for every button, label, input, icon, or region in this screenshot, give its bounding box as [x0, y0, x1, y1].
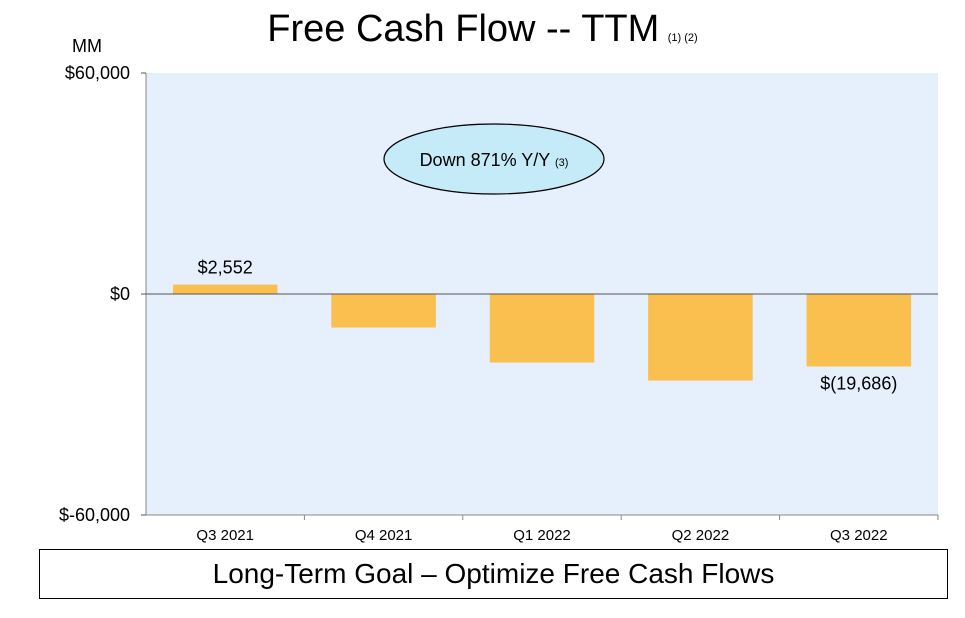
y-axis-unit-label: MM [72, 36, 102, 56]
data-label: $(19,686) [820, 374, 897, 394]
data-label: $2,552 [198, 258, 253, 278]
y-tick-label: $60,000 [65, 63, 130, 83]
bar [648, 294, 753, 381]
long-term-goal-box: Long-Term Goal – Optimize Free Cash Flow… [39, 549, 948, 599]
chart-title-text: Free Cash Flow -- TTM [267, 8, 660, 50]
long-term-goal-text: Long-Term Goal – Optimize Free Cash Flow… [212, 558, 775, 589]
chart-title: Free Cash Flow -- TTM (1) (2) [0, 8, 965, 51]
bar [172, 284, 278, 294]
x-tick-label: Q3 2021 [196, 527, 254, 544]
bar [806, 294, 912, 367]
x-tick-label: Q2 2022 [672, 527, 730, 544]
chart-title-footnote: (1) (2) [667, 32, 698, 44]
y-tick-label: $-60,000 [59, 505, 130, 525]
x-tick-label: Q4 2021 [355, 527, 413, 544]
x-tick-label: Q1 2022 [513, 527, 571, 544]
x-tick-label: Q3 2022 [830, 527, 888, 544]
bar [331, 294, 436, 328]
bar [489, 294, 595, 363]
callout-text: Down 871% Y/Y (3) [420, 150, 569, 170]
y-tick-label: $0 [110, 284, 130, 304]
callout-bubble [383, 123, 605, 195]
